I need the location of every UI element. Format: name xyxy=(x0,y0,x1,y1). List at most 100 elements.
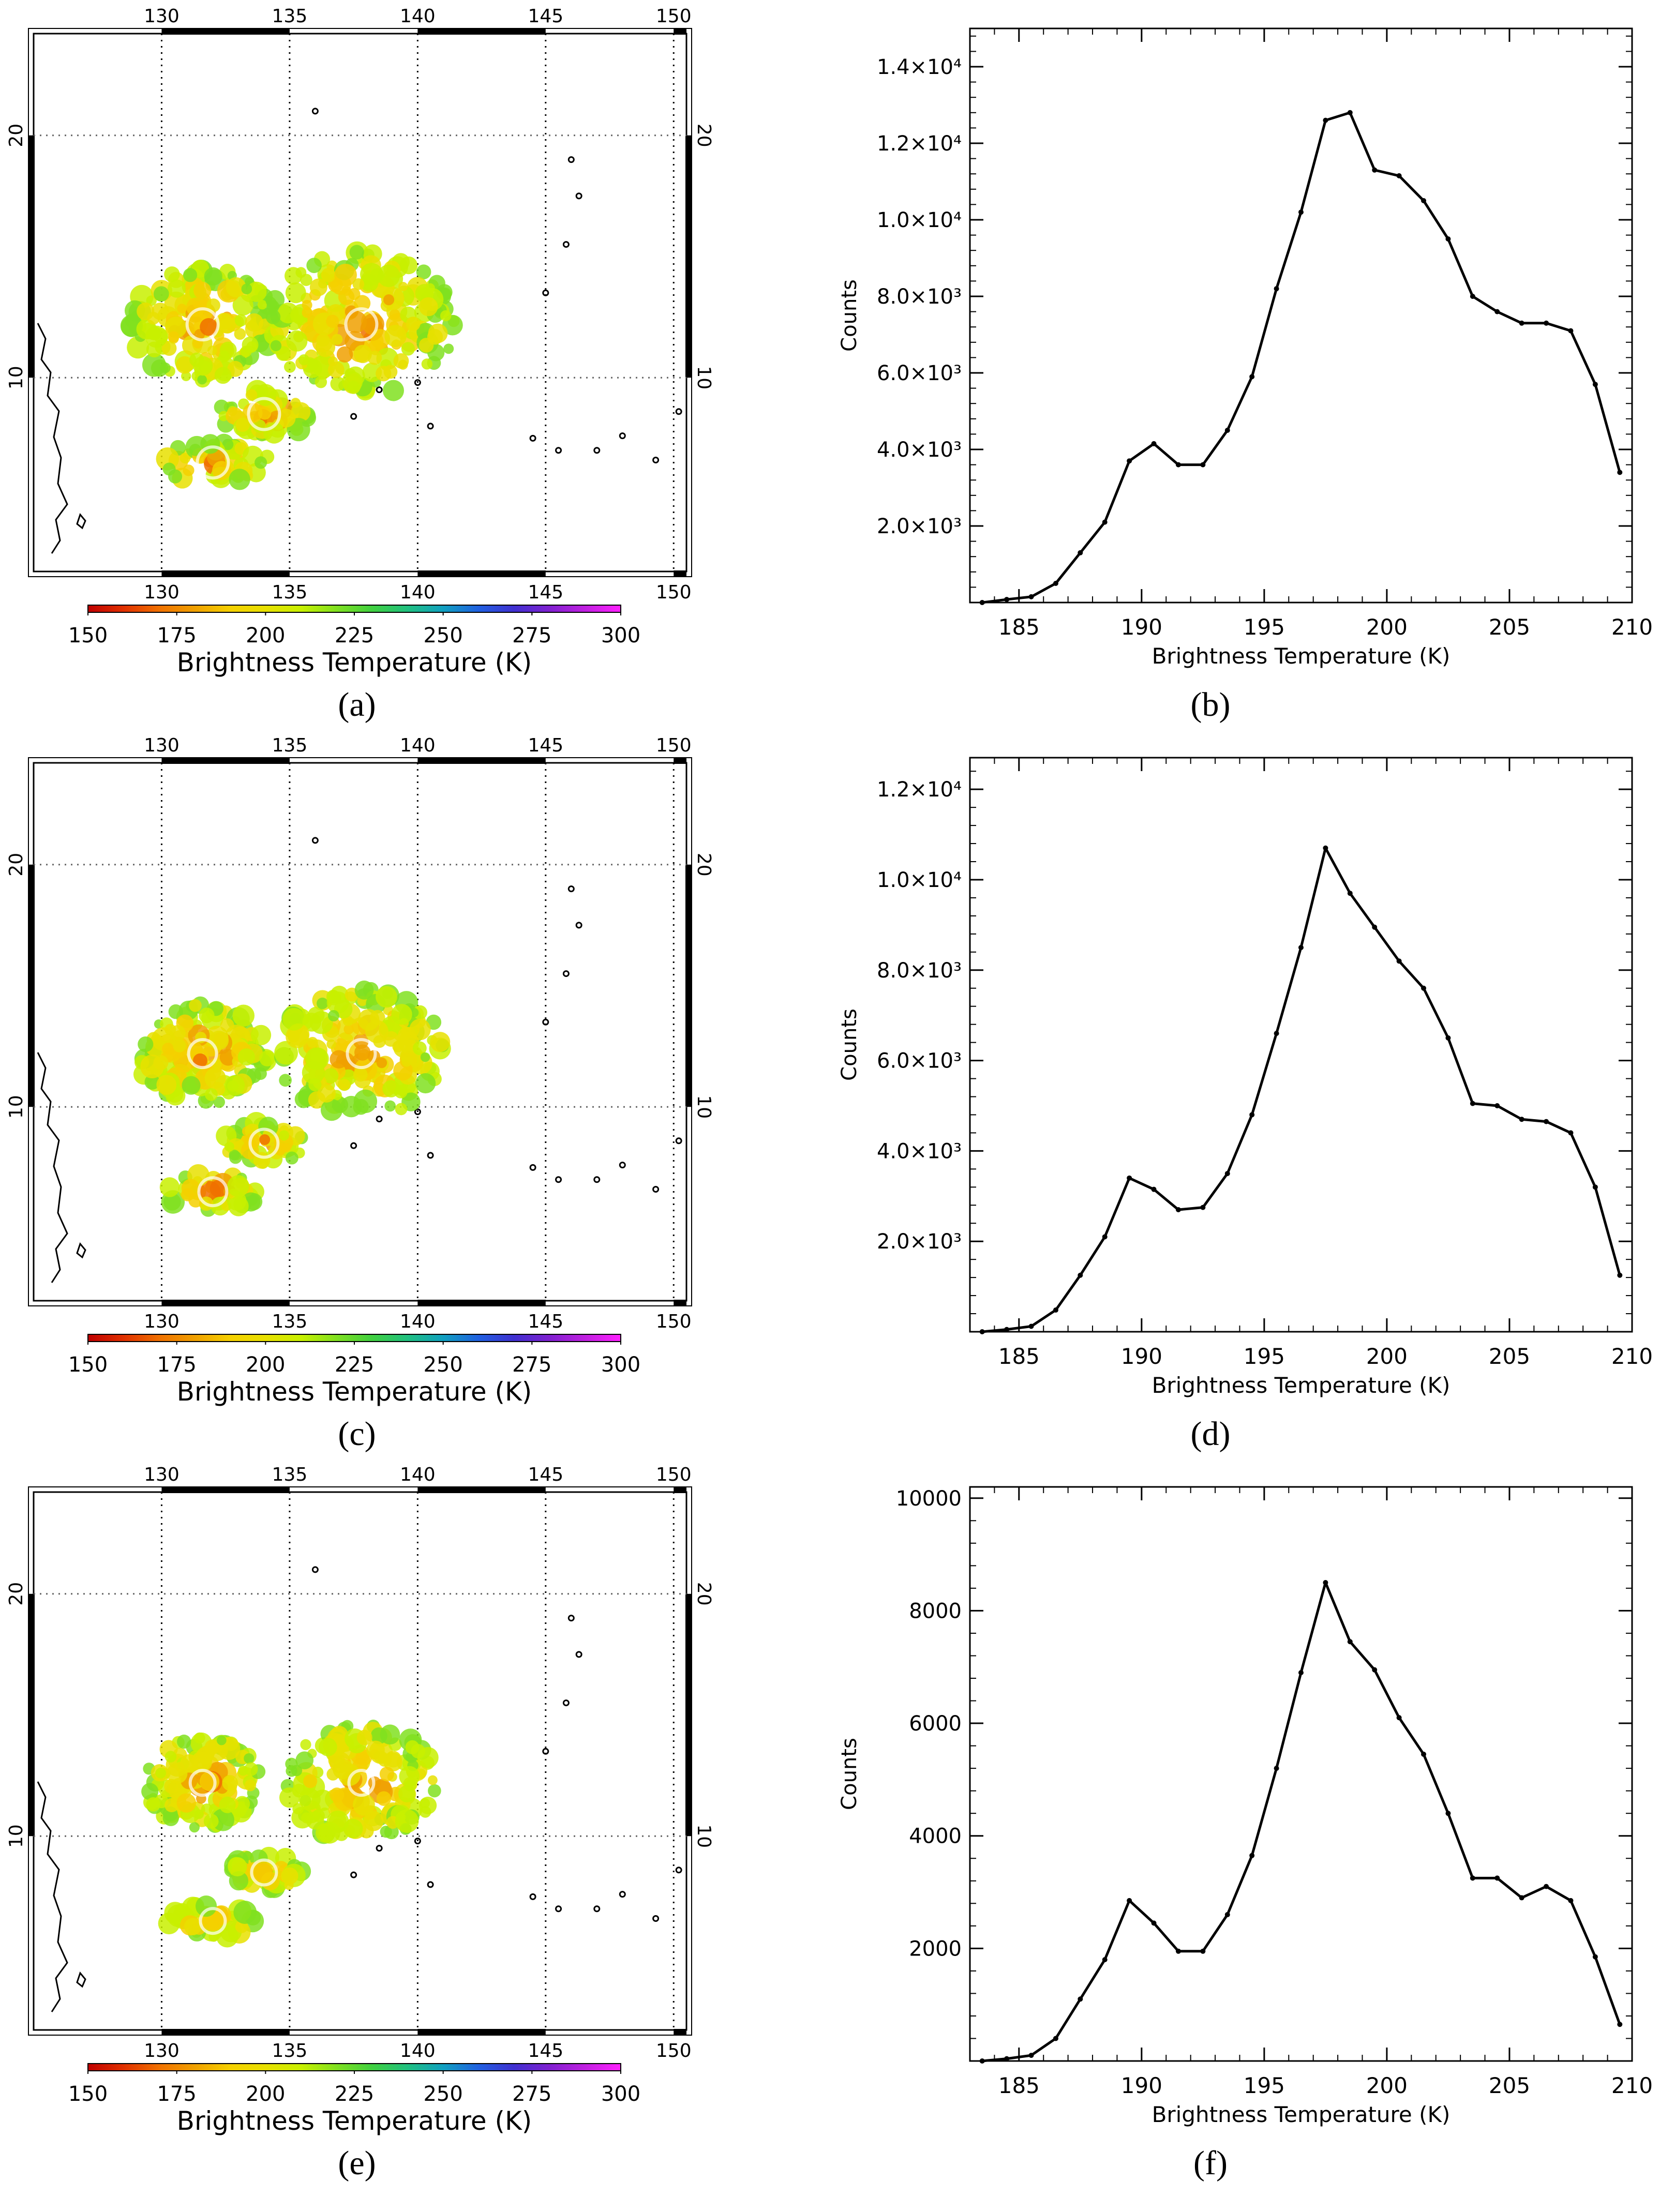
border-bar xyxy=(674,1487,686,1493)
cloud-pixel xyxy=(214,367,232,384)
x-tick-label: 195 xyxy=(1244,614,1285,640)
caption-b: (b) xyxy=(1190,686,1231,724)
cloud-pixel xyxy=(391,1004,412,1025)
cloud-pixel xyxy=(200,318,218,336)
lat-tick-label-left: 10 xyxy=(6,1095,27,1119)
x-tick-label: 205 xyxy=(1489,1344,1530,1369)
plot-frame xyxy=(969,757,1633,1333)
island-marker xyxy=(619,1162,626,1169)
x-tick-label: 205 xyxy=(1489,614,1530,640)
cloud-pixel xyxy=(227,1175,249,1197)
cloud-pixel xyxy=(282,1007,305,1031)
typhoon-eye xyxy=(344,307,379,342)
y-tick-label: 4000 xyxy=(909,1825,962,1848)
cloud-pixel xyxy=(377,264,400,288)
cloud-pixel xyxy=(147,312,160,325)
lat-tick-label-right: 10 xyxy=(693,1824,714,1848)
series-line xyxy=(982,1581,1621,2063)
coastline xyxy=(37,1781,68,2012)
data-point xyxy=(1323,117,1328,123)
cloud-pixel xyxy=(376,1057,387,1069)
cloud-pixel xyxy=(376,986,397,1008)
data-point xyxy=(1494,1875,1500,1881)
island-marker xyxy=(414,1108,421,1116)
y-tick-label: 4.0×10³ xyxy=(877,438,962,462)
cloud-pixel xyxy=(159,1177,180,1197)
border-bar xyxy=(161,1300,290,1306)
cloud-pixel xyxy=(347,381,361,394)
data-point xyxy=(1053,2036,1058,2041)
data-point xyxy=(1323,845,1328,851)
data-point xyxy=(1519,320,1524,326)
cloud-pixel xyxy=(298,354,310,366)
lon-tick-label-top: 150 xyxy=(656,735,692,756)
lon-tick-label-bottom: 130 xyxy=(144,582,180,603)
cloud-pixel xyxy=(340,1095,362,1118)
data-point xyxy=(1544,1884,1549,1889)
data-point xyxy=(1592,382,1598,387)
data-point xyxy=(1249,1853,1255,1858)
cloud-pixel xyxy=(219,341,237,359)
caption-c: (c) xyxy=(338,1415,376,1453)
cloud-pixel xyxy=(285,282,306,304)
cloud-pixel xyxy=(189,444,202,456)
data-point xyxy=(1028,2053,1034,2058)
lon-tick-label-bottom: 140 xyxy=(400,582,436,603)
data-point xyxy=(1004,597,1010,603)
x-axis-label: Brightness Temperature (K) xyxy=(1152,1373,1450,1398)
border-bar xyxy=(674,28,686,35)
cloud-pixel xyxy=(219,317,236,334)
colorbar-tick-label: 275 xyxy=(512,1353,551,1377)
cloud-pixel xyxy=(416,264,431,280)
data-point xyxy=(1544,320,1549,326)
cloud-pixel xyxy=(399,1766,420,1787)
data-point xyxy=(1421,985,1427,991)
cloud-pixel xyxy=(219,1796,236,1813)
border-bar xyxy=(161,2029,290,2035)
cloud-pixel xyxy=(373,1035,386,1048)
island-marker xyxy=(555,1176,562,1183)
cloud-pixel xyxy=(164,266,180,282)
data-point xyxy=(1053,1307,1058,1313)
cloud-pixel xyxy=(338,289,355,305)
data-point xyxy=(1053,581,1058,586)
colorbar-tick-label: 275 xyxy=(512,2082,551,2106)
cloud-pixel xyxy=(244,1753,255,1764)
cloud-pixel xyxy=(286,1765,297,1777)
cloud-pixel xyxy=(290,398,301,408)
lon-tick-label-bottom: 135 xyxy=(272,2040,308,2061)
border-bar xyxy=(28,864,35,1107)
data-point xyxy=(1445,236,1451,242)
typhoon-eye xyxy=(347,1769,376,1797)
cloud-pixel xyxy=(302,299,312,310)
x-tick-label: 210 xyxy=(1611,614,1653,640)
island-marker xyxy=(529,1893,536,1900)
cloud-pixel xyxy=(326,314,339,328)
cloud-pixel xyxy=(168,469,183,484)
cloud-pixel xyxy=(228,1857,247,1877)
cloud-pixel xyxy=(363,1811,384,1831)
cloud-pixel xyxy=(415,1073,436,1094)
colorbar-tick-label: 200 xyxy=(246,624,285,648)
cloud-pixel xyxy=(279,1074,292,1087)
data-point xyxy=(979,1329,985,1334)
island-marker xyxy=(652,1915,660,1922)
island-outline xyxy=(76,1242,86,1259)
y-axis-label: Counts xyxy=(838,1738,861,1810)
cloud-pixel xyxy=(145,325,168,348)
cloud-pixel xyxy=(141,1783,159,1800)
data-point xyxy=(1274,1766,1279,1771)
cloud-pixel xyxy=(257,299,267,310)
cloud-pixel xyxy=(229,1151,242,1164)
island-marker xyxy=(427,1881,434,1888)
cloud-pixel xyxy=(292,1803,304,1815)
data-point xyxy=(1028,1323,1034,1329)
cloud-pixel xyxy=(302,1061,325,1084)
cloud-pixel xyxy=(317,1084,336,1103)
island-marker xyxy=(376,1116,383,1123)
cloud-pixel xyxy=(194,1732,205,1744)
lat-tick-label-right: 20 xyxy=(693,853,714,877)
cloud-pixel xyxy=(173,1039,186,1052)
colorbar-tick-label: 175 xyxy=(157,1353,196,1377)
cloud-pixel xyxy=(396,1812,406,1823)
